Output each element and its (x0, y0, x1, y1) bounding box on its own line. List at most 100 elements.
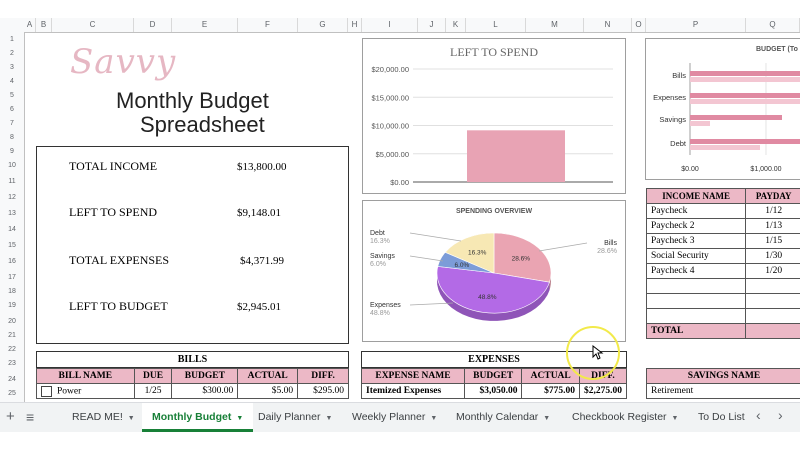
table-row[interactable]: Paycheck 3 1/15 (645, 233, 800, 249)
row-header[interactable]: 23 (8, 360, 16, 367)
row-header[interactable]: 3 (10, 64, 14, 71)
table-row[interactable] (645, 308, 800, 324)
actual-bar (690, 99, 800, 104)
income-name[interactable]: Social Security (645, 248, 747, 264)
row-header[interactable]: 14 (8, 226, 16, 233)
column-header-g[interactable]: G (298, 18, 348, 32)
income-name[interactable]: Paycheck 3 (645, 233, 747, 249)
table-row[interactable]: Itemized Expenses $3,050.00 $775.00 $2,2… (361, 383, 628, 399)
summary-label-expenses: TOTAL EXPENSES (69, 253, 170, 267)
budget-bar (690, 115, 782, 120)
income-payday[interactable]: 1/15 (745, 233, 800, 249)
add-sheet-icon[interactable]: + (6, 408, 15, 425)
table-row[interactable]: Paycheck 1/12 (645, 203, 800, 219)
row-header[interactable]: 24 (8, 376, 16, 383)
table-row[interactable]: Power 1/25 $300.00 $5.00 $295.00 (36, 383, 349, 399)
row-header[interactable]: 12 (8, 194, 16, 201)
row-header[interactable]: 20 (8, 318, 16, 325)
budget-chart[interactable]: BUDGET (To Bills Expenses Savings Debt $0.00… (645, 38, 800, 180)
row-header[interactable]: 7 (10, 120, 14, 127)
table-row[interactable] (645, 293, 800, 309)
tab-read-me[interactable]: READ ME! ▼ (72, 411, 135, 423)
bill-due[interactable]: 1/25 (133, 383, 173, 399)
tab-to-do-list[interactable]: To Do List (698, 411, 745, 423)
scroll-tabs-right-icon[interactable]: › (778, 407, 783, 423)
row-header[interactable]: 5 (10, 92, 14, 99)
row-header[interactable]: 6 (10, 106, 14, 113)
bill-diff[interactable]: $295.00 (297, 383, 349, 399)
column-header-k[interactable]: K (446, 18, 466, 32)
column-header-p[interactable]: P (646, 18, 746, 32)
column-header-a[interactable]: A (24, 18, 36, 32)
tab-checkbook-register[interactable]: Checkbook Register ▼ (572, 411, 679, 423)
table-row[interactable]: Retirement (646, 383, 800, 399)
income-payday[interactable]: 1/20 (745, 263, 800, 279)
pie-leader-line (538, 242, 588, 252)
budget-category-label: Bills (672, 71, 686, 80)
column-header-h[interactable]: H (348, 18, 362, 32)
column-header-f[interactable]: F (238, 18, 298, 32)
y-tick-label: $5,000.00 (376, 150, 409, 159)
tab-monthly-budget[interactable]: Monthly Budget ▼ (142, 403, 254, 432)
expense-diff[interactable]: $2,275.00 (578, 383, 628, 399)
income-payday[interactable]: 1/30 (745, 248, 800, 264)
bill-actual[interactable]: $5.00 (237, 383, 299, 399)
table-row[interactable]: Paycheck 4 1/20 (645, 263, 800, 279)
expense-budget[interactable]: $3,050.00 (463, 383, 523, 399)
column-header-e[interactable]: E (172, 18, 238, 32)
row-header[interactable]: 22 (8, 346, 16, 353)
expenses-header: EXPENSE NAME (361, 368, 465, 384)
row-header[interactable]: 15 (8, 242, 16, 249)
row-header[interactable]: 19 (8, 302, 16, 309)
pie-label: Debt (370, 230, 385, 237)
tab-monthly-calendar[interactable]: Monthly Calendar ▼ (456, 411, 551, 423)
column-header-m[interactable]: M (526, 18, 584, 32)
row-header[interactable]: 11 (8, 178, 16, 185)
income-name[interactable]: Paycheck (645, 203, 747, 219)
income-name[interactable]: Paycheck 4 (645, 263, 747, 279)
income-name[interactable]: Paycheck 2 (645, 218, 747, 234)
tab-daily-planner[interactable]: Daily Planner ▼ (258, 411, 333, 423)
row-header[interactable]: 8 (10, 134, 14, 141)
column-header-b[interactable]: B (36, 18, 52, 32)
left-to-spend-chart[interactable]: LEFT TO SPEND $0.00 $5,000.00 $10,000.00 $1… (362, 38, 626, 194)
bill-budget[interactable]: $300.00 (171, 383, 239, 399)
row-header[interactable]: 18 (8, 288, 16, 295)
column-header-o[interactable]: O (632, 18, 646, 32)
tab-weekly-planner[interactable]: Weekly Planner ▼ (352, 411, 438, 423)
pie-slice-percent: 6.0% (454, 262, 469, 269)
bill-paid-checkbox[interactable] (41, 385, 52, 397)
table-row[interactable]: Paycheck 2 1/13 (645, 218, 800, 234)
x-tick-label: $0.00 (681, 166, 699, 173)
column-header-l[interactable]: L (466, 18, 526, 32)
budget-category-label: Expenses (653, 93, 686, 102)
savings-name[interactable]: Retirement (646, 383, 800, 399)
row-header[interactable]: 1 (10, 36, 14, 43)
column-header-j[interactable]: J (418, 18, 446, 32)
column-header-q[interactable]: Q (746, 18, 800, 32)
row-header[interactable]: 21 (8, 332, 16, 339)
table-row[interactable] (645, 278, 800, 294)
column-header-d[interactable]: D (134, 18, 172, 32)
bill-name[interactable]: Power (57, 386, 82, 397)
row-header[interactable]: 16 (8, 258, 16, 265)
income-payday[interactable]: 1/13 (745, 218, 800, 234)
row-header[interactable]: 17 (8, 274, 16, 281)
column-header-c[interactable]: C (52, 18, 134, 32)
row-header[interactable]: 25 (8, 390, 16, 397)
column-header-n[interactable]: N (584, 18, 632, 32)
expense-name[interactable]: Itemized Expenses (361, 383, 465, 399)
expense-actual[interactable]: $775.00 (521, 383, 580, 399)
spending-overview-chart[interactable]: SPENDING OVERVIEW 28.6% 48.8% 6.0% 16.3% Bil… (362, 200, 626, 342)
income-payday[interactable]: 1/12 (745, 203, 800, 219)
row-header[interactable]: 2 (10, 50, 14, 57)
row-header[interactable]: 9 (10, 148, 14, 155)
scroll-tabs-left-icon[interactable]: ‹ (756, 407, 761, 423)
table-row[interactable]: Social Security 1/30 (645, 248, 800, 264)
row-header[interactable]: 10 (8, 162, 16, 169)
column-header-i[interactable]: I (362, 18, 418, 32)
pie-label-percent: 48.8% (370, 310, 390, 317)
all-sheets-icon[interactable]: ≡ (26, 409, 35, 425)
row-header[interactable]: 4 (10, 78, 14, 85)
row-header[interactable]: 13 (8, 210, 16, 217)
